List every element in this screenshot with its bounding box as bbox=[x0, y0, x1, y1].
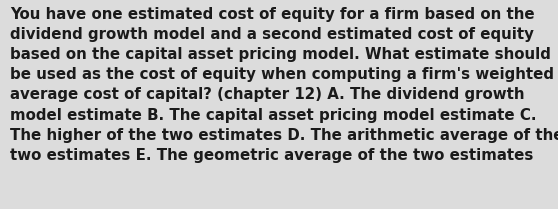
Text: You have one estimated cost of equity for a firm based on the
dividend growth mo: You have one estimated cost of equity fo… bbox=[10, 7, 558, 163]
